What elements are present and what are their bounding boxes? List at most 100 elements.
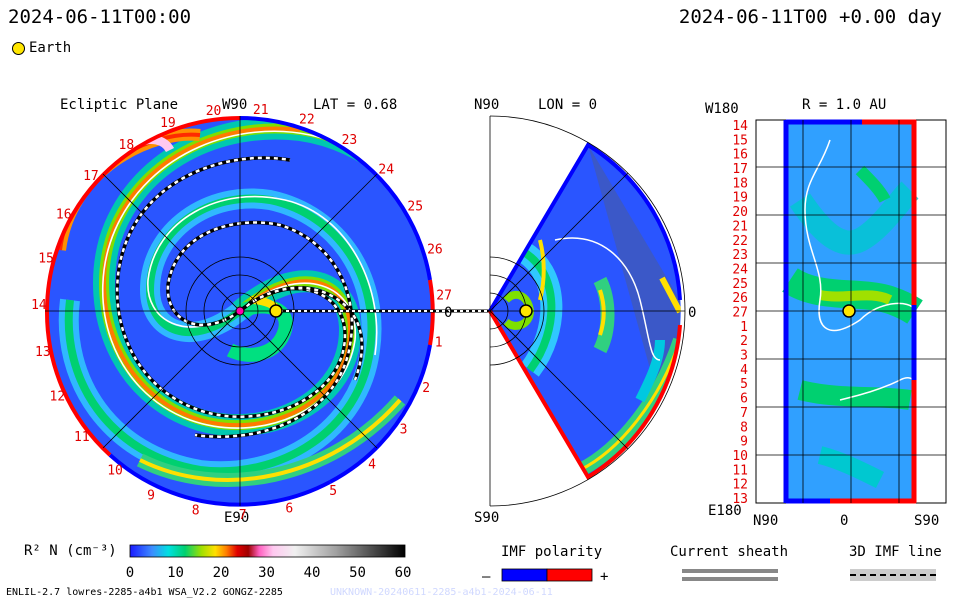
au-x-label-s90: S90: [914, 513, 939, 529]
au-y-label: 11: [732, 463, 748, 478]
au-y-label: 19: [732, 191, 748, 206]
colorbar-gradient: [129, 544, 406, 558]
colorbar-label: R² N (cm⁻³): [24, 543, 117, 559]
imf-positive-swatch: [546, 568, 593, 582]
au-y-label: 22: [732, 234, 748, 249]
meridional-top-label: N90: [474, 97, 500, 113]
ecliptic-top-label: W90: [222, 97, 248, 113]
au-y-label: 4: [740, 363, 748, 378]
colorbar-tick: 0: [126, 565, 134, 581]
ecliptic-rotation-label: 21: [253, 103, 269, 118]
earth-marker-au: [842, 304, 856, 318]
meridional-rim-positive: [488, 309, 682, 480]
earth-marker-ecliptic: [269, 304, 283, 318]
earth-marker-meridional: [519, 304, 533, 318]
au-y-label: 20: [732, 205, 748, 220]
au-y-label: 7: [740, 406, 748, 421]
imf-polarity-legend: – +: [482, 568, 608, 585]
ecliptic-rotation-label: 10: [107, 464, 123, 479]
ecliptic-rotation-label: 13: [35, 345, 51, 360]
ecliptic-rotation-label: 14: [31, 298, 47, 313]
ecliptic-rotation-label: 17: [83, 169, 99, 184]
colorbar-tick: 60: [395, 565, 412, 581]
ecliptic-right-zero: 0: [444, 305, 452, 321]
ecliptic-rotation-label: 24: [378, 162, 394, 177]
imf3d-title: 3D IMF line: [849, 544, 942, 560]
au-map-grid: [756, 120, 946, 503]
earth-legend: Earth: [12, 40, 71, 56]
au-x-label-n90: N90: [753, 513, 778, 529]
au-y-label: 10: [732, 449, 748, 464]
au-y-label: 9: [740, 435, 748, 450]
ecliptic-plot: 20 21222324252627123456789101112131415161…: [31, 103, 490, 523]
ecliptic-spiral-arms: [54, 118, 433, 487]
au-y-label: 14: [732, 119, 748, 134]
au-y-label: 16: [732, 148, 748, 163]
ecliptic-rotation-label: 12: [50, 390, 66, 405]
footer-model-info: ENLIL-2.7 lowres-2285-a4b1 WSA_V2.2 GONG…: [6, 587, 283, 598]
ecliptic-rim-negative-3: [108, 453, 331, 507]
meridional-right-zero: 0: [688, 305, 696, 321]
au-y-label: 2: [740, 334, 748, 349]
sun-marker: [235, 306, 245, 316]
au-bottom-left-label: E180: [708, 503, 742, 519]
colorbar-tick: 10: [167, 565, 184, 581]
ecliptic-rim-negative-2: [329, 344, 432, 484]
ecliptic-rotation-label: 1: [435, 336, 443, 351]
ecliptic-rim-negative-1: [239, 116, 432, 281]
au-title: R = 1.0 AU: [802, 97, 887, 113]
au-y-label: 27: [732, 306, 748, 321]
colorbar-ticks: 0 10 20 30 40 50 60: [126, 565, 412, 581]
ecliptic-rotation-label: 18: [119, 138, 135, 153]
ecliptic-lat-label: LAT = 0.68: [313, 97, 398, 113]
ecliptic-bottom-label: E90: [224, 510, 250, 526]
au-y-label: 17: [732, 162, 748, 177]
au-y-label: 15: [732, 133, 748, 148]
ecliptic-rotation-label: 19: [160, 116, 176, 131]
ecliptic-rotation-label: 23: [342, 133, 358, 148]
au-y-label: 24: [732, 263, 748, 278]
current-sheath-legend: [682, 569, 778, 581]
ecliptic-title: Ecliptic Plane: [60, 97, 179, 113]
au-y-label: 12: [732, 478, 748, 493]
colorbar-tick: 40: [304, 565, 321, 581]
ecliptic-rotation-label: 22: [299, 113, 315, 128]
ecliptic-rotation-label: 26: [427, 242, 443, 257]
ecliptic-rim-positive-2: [44, 310, 112, 457]
colorbar-tick: 30: [258, 565, 275, 581]
imf-plus-label: +: [600, 569, 608, 585]
au-y-label: 1: [740, 320, 748, 335]
au-top-left-label: W180: [705, 101, 739, 117]
header-right-time: 2024-06-11T00 +0.00 day: [678, 6, 942, 28]
ecliptic-rotation-label: 7: [239, 508, 247, 523]
au-y-label: 26: [732, 291, 748, 306]
current-sheath-title: Current sheath: [670, 544, 789, 560]
au-y-labels: 1415161718192021222324252627123456789101…: [732, 119, 748, 507]
ecliptic-rotation-label: 27: [436, 289, 452, 304]
au-y-label: 13: [732, 492, 748, 507]
earth-legend-label: Earth: [29, 40, 72, 56]
imf3d-legend: [850, 569, 936, 581]
meridional-lon-label: LON = 0: [538, 97, 598, 113]
au-y-label: 8: [740, 420, 748, 435]
ecliptic-rotation-label: 11: [74, 430, 90, 445]
ecliptic-rotation-label: 15: [38, 251, 54, 266]
sheath-swatch-top: [682, 569, 778, 573]
meridional-bottom-label: S90: [474, 510, 500, 526]
ecliptic-rotation-label: 2: [422, 381, 430, 396]
au-map-structures: [782, 139, 923, 489]
ecliptic-rotation-label: 6: [285, 501, 293, 516]
imf-minus-label: –: [482, 569, 491, 585]
sheath-swatch-bottom: [682, 577, 778, 581]
ecliptic-rotation-label: 8: [192, 504, 200, 519]
header-left-time: 2024-06-11T00:00: [8, 6, 192, 28]
au-y-label: 25: [732, 277, 748, 292]
au-y-label: 5: [740, 377, 748, 392]
ecliptic-rotation-label: 3: [400, 422, 408, 437]
footer-run-info: UNKNOWN-20240611-2285-a4b1-2024-06-11: [330, 587, 553, 598]
ecliptic-rotation-label: 9: [147, 489, 155, 504]
ecliptic-rotation-label: 4: [368, 457, 376, 472]
colorbar-tick: 50: [349, 565, 366, 581]
ecliptic-rotation-labels: 20 21222324252627123456789101112131415161…: [31, 103, 452, 523]
au-map: 1415161718192021222324252627123456789101…: [732, 119, 947, 529]
